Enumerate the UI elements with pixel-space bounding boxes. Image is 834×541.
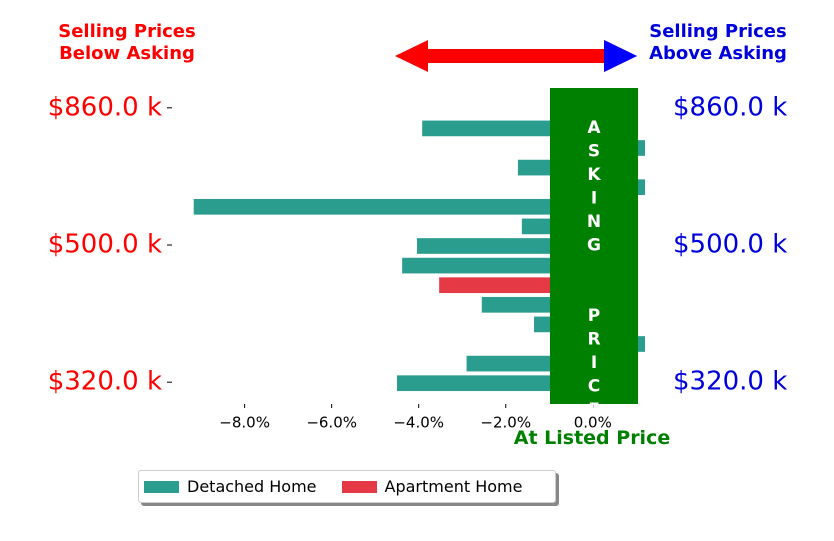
legend-item: Detached Home bbox=[139, 477, 317, 496]
y2-tick-label: $860.0 k bbox=[673, 92, 787, 122]
x-axis-label: At Listed Price bbox=[513, 427, 671, 449]
legend-swatch bbox=[341, 480, 377, 493]
bar bbox=[416, 238, 593, 254]
bar bbox=[193, 198, 593, 215]
legend-label: Detached Home bbox=[187, 477, 317, 496]
legend: Detached Home Apartment Home bbox=[138, 470, 556, 503]
x-tick-label: −2.0% bbox=[480, 414, 531, 432]
right-title: Selling Prices Above Asking bbox=[649, 21, 787, 64]
band-label: ASKING PRICE bbox=[584, 118, 604, 424]
bar bbox=[396, 375, 593, 392]
legend-swatch bbox=[144, 480, 179, 493]
y2-tick-label: $320.0 k bbox=[673, 367, 787, 397]
x-tick-label: −6.0% bbox=[306, 414, 357, 432]
bar bbox=[402, 257, 593, 274]
arrow-head bbox=[604, 40, 637, 72]
y2-tick-label: $500.0 k bbox=[673, 230, 787, 260]
y-tick-label: $860.0 k bbox=[48, 92, 162, 122]
x-tick-label: 0.0% bbox=[574, 414, 612, 432]
arrow bbox=[395, 40, 637, 72]
y-tick-label: $320.0 k bbox=[48, 367, 162, 397]
left-title: Selling Prices Below Asking bbox=[58, 21, 196, 64]
y-tick-label: $500.0 k bbox=[48, 230, 162, 260]
x-tick-label: −8.0% bbox=[219, 414, 270, 432]
asking-band bbox=[550, 88, 638, 404]
legend-item: Apartment Home bbox=[337, 477, 523, 496]
x-tick-label: −4.0% bbox=[393, 414, 444, 432]
legend-label: Apartment Home bbox=[384, 477, 523, 496]
